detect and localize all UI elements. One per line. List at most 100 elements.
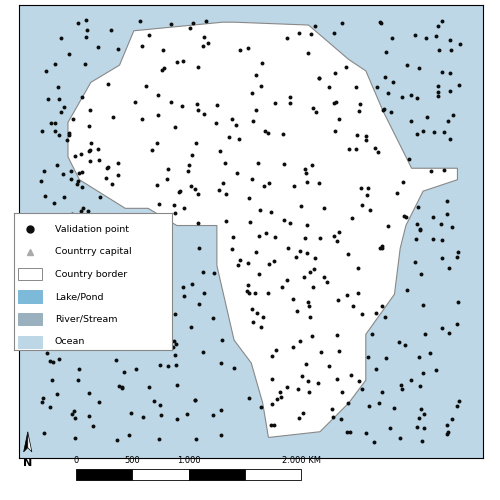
Point xyxy=(136,271,144,279)
Point xyxy=(84,208,92,216)
Point xyxy=(66,330,74,338)
Bar xyxy=(18,268,42,280)
Point xyxy=(50,198,58,206)
Point xyxy=(322,278,330,286)
Point xyxy=(158,66,166,74)
Point xyxy=(74,376,82,384)
Point xyxy=(417,270,425,278)
Point xyxy=(72,414,80,422)
Point xyxy=(304,50,312,58)
Point xyxy=(374,148,382,156)
Point xyxy=(268,400,276,408)
Point xyxy=(170,210,178,218)
Bar xyxy=(76,468,132,480)
Point xyxy=(286,92,294,100)
Text: N: N xyxy=(23,458,32,468)
Point xyxy=(38,398,46,406)
Point xyxy=(66,167,74,175)
Point xyxy=(333,331,341,339)
Point xyxy=(399,178,407,186)
Point xyxy=(398,94,406,102)
Point xyxy=(42,263,50,271)
Point xyxy=(113,436,121,444)
Point xyxy=(404,286,411,294)
Point xyxy=(314,379,322,387)
Point xyxy=(302,360,310,368)
Point xyxy=(268,374,276,382)
Point xyxy=(252,106,260,114)
Point xyxy=(355,107,363,115)
Point xyxy=(191,396,199,404)
Point xyxy=(194,219,202,227)
Point xyxy=(434,82,442,90)
Point xyxy=(397,381,405,389)
Point xyxy=(75,310,83,318)
Point xyxy=(194,190,202,198)
Point xyxy=(315,74,323,82)
Point xyxy=(89,422,97,430)
Point xyxy=(407,116,415,124)
Point xyxy=(252,71,260,79)
Point xyxy=(352,144,360,152)
Point xyxy=(170,337,177,345)
Point xyxy=(270,232,278,240)
Point xyxy=(386,108,394,116)
Point xyxy=(444,264,452,272)
Point xyxy=(444,430,452,438)
Point xyxy=(95,156,103,164)
Point xyxy=(348,214,356,222)
Point xyxy=(437,220,445,228)
Point xyxy=(65,50,73,58)
Point xyxy=(154,139,162,147)
Point xyxy=(174,188,182,196)
Point xyxy=(420,128,428,136)
Point xyxy=(112,356,120,364)
Point xyxy=(245,394,253,402)
Point xyxy=(278,283,286,291)
Point xyxy=(412,236,420,244)
Point xyxy=(176,187,184,195)
Point xyxy=(85,412,93,420)
Point xyxy=(430,128,438,136)
Point xyxy=(456,40,464,48)
Point xyxy=(325,83,333,91)
Point xyxy=(352,83,360,91)
Point xyxy=(157,411,165,419)
Point xyxy=(104,164,112,172)
Point xyxy=(43,348,51,356)
Text: Country border: Country border xyxy=(55,270,127,278)
Point xyxy=(178,57,186,65)
Point xyxy=(292,253,300,261)
Point xyxy=(154,228,162,236)
Point xyxy=(184,167,192,175)
Point xyxy=(440,166,448,174)
Point xyxy=(46,356,54,364)
Point xyxy=(356,100,364,108)
Point xyxy=(46,327,54,335)
Point xyxy=(347,372,355,380)
Point xyxy=(358,201,366,209)
Point xyxy=(54,83,62,91)
Point xyxy=(186,322,194,330)
Point xyxy=(114,171,122,179)
Point xyxy=(286,99,294,107)
Bar xyxy=(245,468,301,480)
Point xyxy=(172,360,180,368)
Point xyxy=(248,306,256,314)
Point xyxy=(256,206,264,214)
Point xyxy=(289,294,297,302)
Point xyxy=(260,126,268,134)
Point xyxy=(338,388,346,396)
Point xyxy=(448,224,456,232)
Point xyxy=(45,224,53,232)
Point xyxy=(257,82,265,90)
Text: 2.000 KM: 2.000 KM xyxy=(282,456,321,464)
Point xyxy=(248,318,256,326)
Point xyxy=(218,336,226,344)
Point xyxy=(244,44,252,52)
Point xyxy=(277,392,285,400)
Point xyxy=(200,110,208,118)
Point xyxy=(256,403,264,411)
Point xyxy=(354,264,362,272)
Point xyxy=(284,244,292,252)
